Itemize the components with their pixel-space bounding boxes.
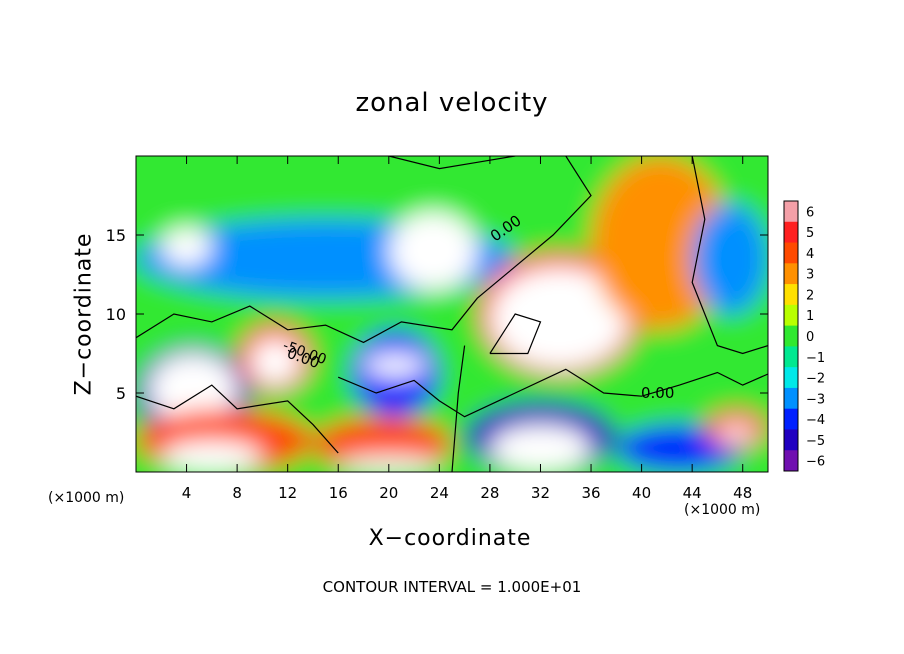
- colorbar-tick-label: −5: [806, 434, 825, 449]
- colorbar-tick-label: 5: [806, 226, 814, 241]
- field-region: [161, 440, 263, 472]
- x-axis-ticks: 4 8 12 16 20 24 28 32 36 40 44 48: [182, 156, 752, 502]
- colorbar-tick-label: 1: [806, 309, 814, 324]
- velocity-field: [136, 156, 768, 472]
- field-region: [148, 353, 238, 425]
- colorbar-swatch: [784, 346, 798, 368]
- field-region: [249, 337, 301, 386]
- colorbar-tick-label: 3: [806, 268, 814, 283]
- colorbar-tick-label: 0: [806, 330, 814, 345]
- field-region: [363, 353, 427, 378]
- colorbar-swatch: [784, 450, 798, 472]
- colorbar-swatch: [784, 263, 798, 285]
- contour-line: [489, 313, 542, 355]
- x-tick-label: 4: [182, 484, 192, 502]
- colorbar-tick-label: −4: [806, 413, 825, 428]
- contour-line: [451, 345, 466, 472]
- x-tick-label: 32: [531, 484, 550, 502]
- y-tick-label: 5: [116, 384, 126, 403]
- contour-line: [388, 156, 516, 170]
- x-tick-label: 8: [232, 484, 242, 502]
- contour-line: [337, 368, 768, 418]
- x-tick-label: 28: [480, 484, 499, 502]
- colorbar-tick-label: −6: [806, 455, 825, 470]
- chart-title: zonal velocity: [355, 88, 549, 118]
- contour-interval-note: CONTOUR INTERVAL = 1.000E+01: [322, 578, 582, 596]
- x-tick-label: 40: [632, 484, 651, 502]
- colorbar-swatch: [784, 242, 798, 264]
- colorbar-tick-label: −2: [806, 372, 825, 387]
- x-tick-label: 24: [430, 484, 449, 502]
- x-tick-label: 16: [329, 484, 348, 502]
- colorbar-swatch: [784, 201, 798, 223]
- colorbar-frame: [783, 200, 799, 472]
- x-axis-label: X−coordinate: [368, 526, 532, 551]
- colorbar: 6 5 4 3 2 1 0 −1 −2 −3 −4 −5 −6: [783, 200, 825, 472]
- colorbar-swatch: [784, 221, 798, 244]
- x-tick-label: 36: [581, 484, 600, 502]
- field-region: [388, 211, 478, 291]
- field-region: [692, 203, 768, 314]
- colorbar-tick-label: −1: [806, 351, 825, 366]
- x-unit-label-right: (×1000 m): [684, 502, 761, 518]
- contour-line: [691, 156, 768, 355]
- contour-line: [136, 156, 592, 344]
- x-tick-label: 12: [278, 484, 297, 502]
- field-region: [161, 227, 212, 267]
- x-tick-label: 48: [733, 484, 752, 502]
- field-region: [489, 424, 592, 472]
- field-region: [717, 424, 756, 441]
- y-axis-ticks: 5 10 15: [106, 226, 768, 403]
- colorbar-swatch: [784, 284, 798, 306]
- contour-value-label: 0.00: [641, 384, 674, 402]
- colorbar-tick-label: 2: [806, 288, 814, 303]
- colorbar-swatch: [784, 429, 798, 451]
- contour-line: [136, 384, 339, 454]
- contour-lines: [136, 156, 768, 472]
- x-tick-label: 20: [379, 484, 398, 502]
- colorbar-swatch: [784, 408, 798, 430]
- field-region: [489, 266, 629, 370]
- x-unit-label-left: (×1000 m): [48, 490, 125, 506]
- colorbar-swatch: [784, 367, 798, 389]
- colorbar-tick-label: −3: [806, 392, 825, 407]
- x-tick-label: 44: [683, 484, 702, 502]
- field-region: [591, 156, 731, 330]
- colorbar-swatch: [784, 304, 798, 327]
- colorbar-swatch: [784, 325, 798, 347]
- colorbar-tick-label: 6: [806, 205, 814, 220]
- y-tick-label: 15: [106, 226, 126, 245]
- colorbar-tick-label: 4: [806, 247, 814, 262]
- y-tick-label: 10: [106, 305, 126, 324]
- colorbar-swatch: [784, 387, 798, 410]
